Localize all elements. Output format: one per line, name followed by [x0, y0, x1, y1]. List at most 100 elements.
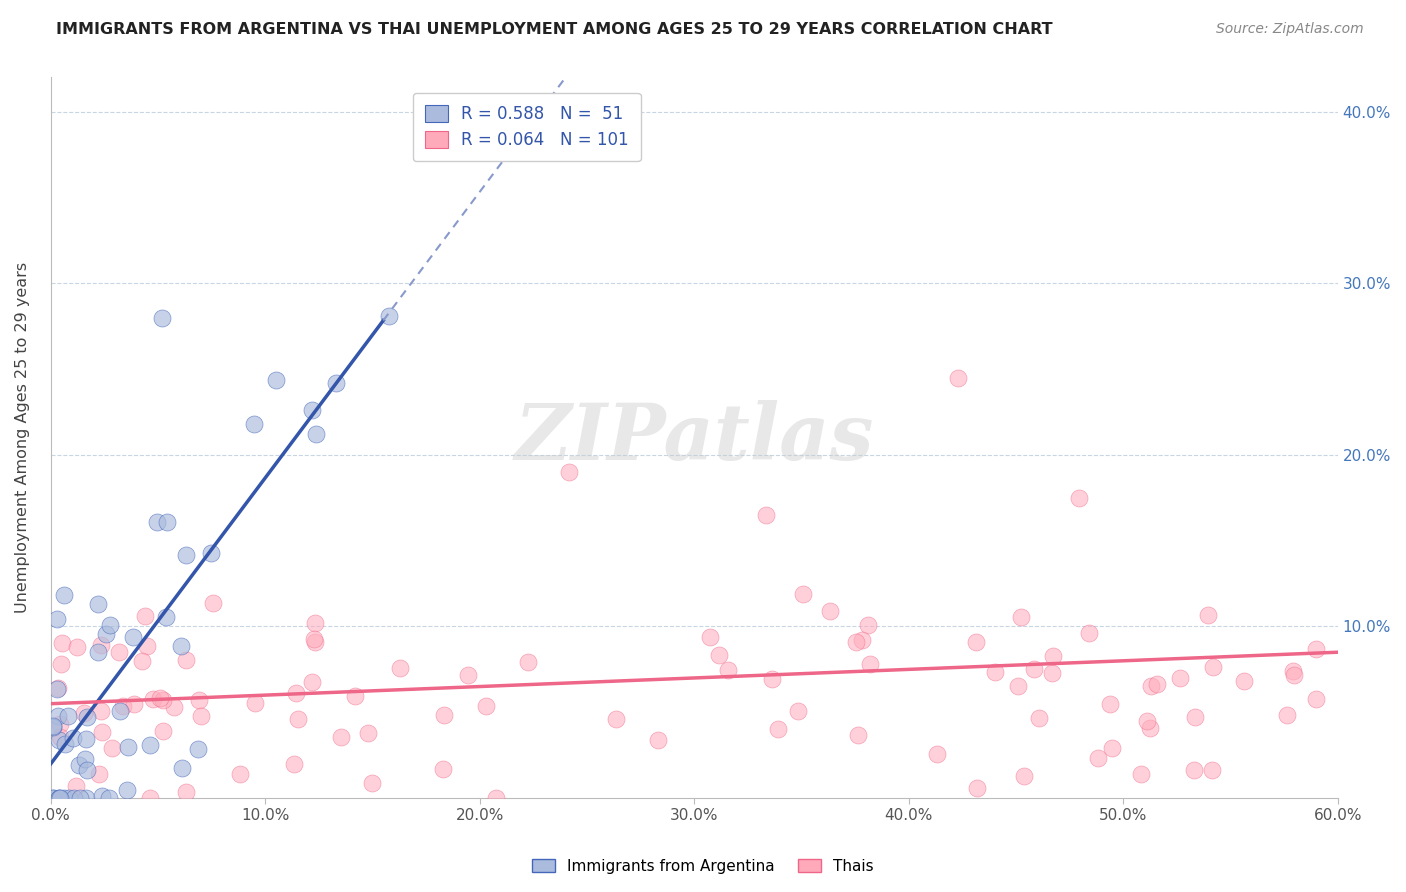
- Point: [117, 739, 139, 754]
- Text: IMMIGRANTS FROM ARGENTINA VS THAI UNEMPLOYMENT AMONG AGES 25 TO 29 YEARS CORRELA: IMMIGRANTS FROM ARGENTINA VS THAI UNEMPL…: [56, 22, 1053, 37]
- Point: [90, 705, 112, 719]
- Point: [859, 657, 882, 671]
- Point: [557, 465, 579, 479]
- Point: [66, 640, 89, 654]
- Point: [63, 791, 86, 805]
- Point: [343, 689, 366, 703]
- Point: [304, 635, 326, 649]
- Point: [1282, 668, 1305, 682]
- Point: [111, 699, 134, 714]
- Point: [792, 586, 814, 600]
- Point: [108, 704, 131, 718]
- Point: [305, 427, 328, 442]
- Point: [475, 699, 498, 714]
- Point: [53, 588, 76, 602]
- Point: [48, 733, 70, 747]
- Point: [1184, 710, 1206, 724]
- Point: [42, 720, 65, 734]
- Point: [75, 791, 97, 805]
- Point: [243, 417, 266, 431]
- Point: [786, 704, 808, 718]
- Point: [1012, 769, 1035, 783]
- Point: [846, 728, 869, 742]
- Point: [965, 634, 987, 648]
- Point: [1168, 671, 1191, 685]
- Point: [647, 733, 669, 747]
- Point: [174, 784, 197, 798]
- Point: [717, 663, 740, 677]
- Point: [131, 654, 153, 668]
- Point: [485, 791, 508, 805]
- Point: [284, 686, 307, 700]
- Point: [766, 722, 789, 736]
- Point: [243, 697, 266, 711]
- Point: [1305, 641, 1327, 656]
- Point: [845, 634, 868, 648]
- Point: [699, 631, 721, 645]
- Point: [152, 693, 174, 707]
- Point: [1233, 674, 1256, 689]
- Point: [1007, 680, 1029, 694]
- Point: [1101, 741, 1123, 756]
- Point: [53, 791, 76, 805]
- Point: [858, 618, 880, 632]
- Point: [1040, 666, 1063, 681]
- Point: [62, 731, 84, 745]
- Point: [101, 740, 124, 755]
- Point: [49, 657, 72, 671]
- Point: [1275, 708, 1298, 723]
- Point: [150, 310, 173, 325]
- Point: [761, 673, 783, 687]
- Point: [302, 632, 325, 647]
- Point: [46, 708, 69, 723]
- Point: [75, 752, 97, 766]
- Point: [76, 710, 98, 724]
- Point: [190, 709, 212, 723]
- Point: [229, 767, 252, 781]
- Point: [1136, 714, 1159, 729]
- Text: ZIPatlas: ZIPatlas: [515, 400, 875, 476]
- Point: [65, 779, 87, 793]
- Point: [202, 596, 225, 610]
- Point: [75, 731, 97, 746]
- Point: [73, 706, 96, 720]
- Point: [1201, 763, 1223, 777]
- Point: [516, 655, 538, 669]
- Point: [58, 709, 80, 723]
- Point: [188, 693, 211, 707]
- Point: [138, 791, 160, 805]
- Point: [142, 691, 165, 706]
- Point: [304, 615, 326, 630]
- Point: [432, 762, 454, 776]
- Point: [433, 707, 456, 722]
- Point: [87, 645, 110, 659]
- Point: [1028, 711, 1050, 725]
- Point: [122, 697, 145, 711]
- Point: [301, 674, 323, 689]
- Point: [283, 757, 305, 772]
- Point: [48, 791, 70, 805]
- Point: [1202, 660, 1225, 674]
- Point: [301, 403, 323, 417]
- Point: [1305, 691, 1327, 706]
- Point: [325, 376, 347, 391]
- Point: [156, 515, 179, 529]
- Point: [122, 630, 145, 644]
- Point: [1098, 698, 1121, 712]
- Point: [139, 738, 162, 752]
- Point: [42, 791, 65, 805]
- Point: [51, 636, 73, 650]
- Point: [107, 645, 129, 659]
- Point: [264, 373, 287, 387]
- Point: [76, 764, 98, 778]
- Point: [58, 791, 80, 805]
- Point: [90, 725, 112, 739]
- Point: [46, 681, 69, 695]
- Point: [155, 610, 177, 624]
- Point: [1077, 626, 1099, 640]
- Point: [851, 633, 873, 648]
- Point: [818, 604, 841, 618]
- Point: [329, 730, 352, 744]
- Point: [115, 782, 138, 797]
- Legend: R = 0.588   N =  51, R = 0.064   N = 101: R = 0.588 N = 51, R = 0.064 N = 101: [413, 93, 641, 161]
